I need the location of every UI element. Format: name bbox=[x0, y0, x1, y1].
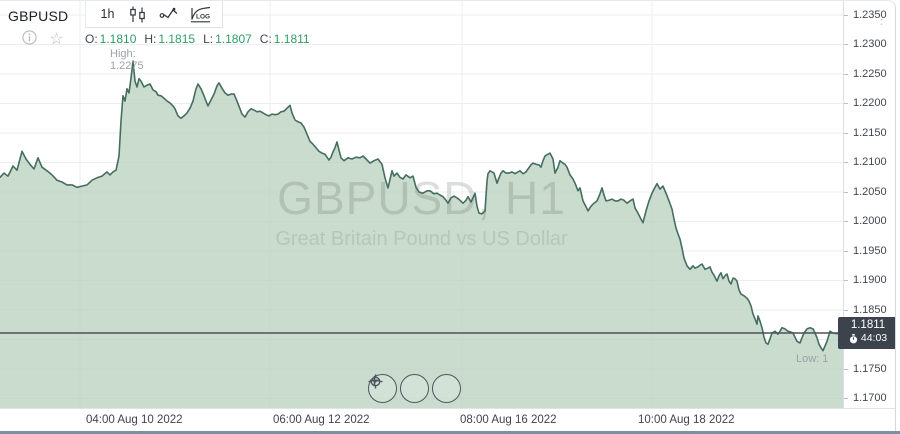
price-axis-label: 1.2350 bbox=[853, 8, 887, 21]
badge-price: 1.1811 bbox=[850, 319, 886, 331]
ohlc-value: 1.1810 bbox=[99, 32, 137, 46]
price-axis-tick bbox=[844, 132, 848, 134]
price-axis-tick bbox=[844, 221, 848, 222]
price-axis-label: 1.1950 bbox=[853, 244, 887, 257]
price-axis[interactable]: ⋮ 1.1811 44:03 1.2350 1.2300 1.2250 1.2200 1… bbox=[838, 1, 895, 408]
time-axis-label: 04:00 Aug 10 2022 bbox=[86, 414, 183, 426]
zoom-reset-button[interactable] bbox=[368, 374, 429, 403]
time-axis-label: 08:00 Aug 16 2022 bbox=[460, 414, 557, 426]
area-fill bbox=[0, 61, 843, 408]
price-axis-tick bbox=[844, 73, 848, 75]
price-axis-tick bbox=[844, 250, 848, 252]
chart-plot-area[interactable]: GBPUSD, H1 Great Britain Pound vs US Dol… bbox=[0, 1, 843, 408]
price-axis-label: 1.1900 bbox=[853, 274, 887, 286]
zoom-controls bbox=[368, 374, 461, 403]
price-axis-tick bbox=[844, 44, 848, 45]
ohlc-row: O: 1.1810 H: 1.1815 L: 1.1807 C: 1.1811 bbox=[85, 32, 310, 46]
price-axis-tick bbox=[844, 162, 848, 163]
badge-countdown: 44:03 bbox=[860, 332, 888, 344]
price-axis-label: 1.1850 bbox=[853, 303, 887, 316]
ohlc-label: O: bbox=[85, 32, 98, 46]
badge-countdown-row: 44:03 bbox=[838, 332, 895, 345]
price-axis-label: 1.2100 bbox=[853, 156, 887, 168]
plus-icon bbox=[370, 376, 379, 385]
log-scale-button[interactable]: LOG bbox=[189, 3, 213, 25]
price-axis-label: 1.2150 bbox=[853, 126, 887, 139]
log-scale-icon: LOG bbox=[191, 6, 210, 22]
candlestick-icon bbox=[130, 6, 145, 22]
zoom-in-button[interactable] bbox=[370, 374, 461, 403]
ohlc-value: 1.1807 bbox=[215, 32, 252, 46]
ohlc-label: C: bbox=[259, 32, 272, 46]
legend-icon-row: ☆ bbox=[22, 30, 65, 48]
price-axis-label: 1.2250 bbox=[853, 67, 887, 80]
price-axis-label: 1.2050 bbox=[853, 185, 887, 198]
svg-text:LOG: LOG bbox=[196, 13, 210, 20]
time-axis[interactable]: 04:00 Aug 10 2022 06:00 Aug 12 2022 08:00 … bbox=[0, 408, 895, 431]
price-axis-tick bbox=[844, 14, 848, 16]
ohlc-label: L: bbox=[203, 32, 214, 46]
timeframe-label: 1h bbox=[100, 7, 115, 21]
crosshair-target-icon bbox=[368, 374, 383, 389]
window-bottom-edge bbox=[0, 431, 900, 434]
session-high-label: High: 1.2275 bbox=[110, 48, 144, 72]
ohlc-label: H: bbox=[144, 32, 157, 46]
price-axis-tick bbox=[844, 368, 848, 370]
price-axis-tick bbox=[844, 398, 848, 399]
chart-toolbar: 1h L bbox=[85, 1, 223, 28]
price-axis-tick bbox=[844, 191, 848, 193]
stopwatch-icon bbox=[849, 333, 857, 343]
symbol-name[interactable]: GBPUSD bbox=[8, 8, 69, 24]
time-axis-label: 10:00 Aug 18 2022 bbox=[638, 414, 735, 426]
current-price-badge: 1.1811 44:03 bbox=[838, 317, 895, 349]
price-axis-label: 1.1700 bbox=[853, 392, 887, 404]
favorite-star-icon[interactable]: ☆ bbox=[49, 30, 64, 48]
price-series-line bbox=[0, 60, 843, 352]
info-icon[interactable] bbox=[22, 30, 39, 47]
price-axis-label: 1.1750 bbox=[853, 362, 887, 375]
session-low-label: Low: 1 bbox=[796, 353, 829, 365]
price-axis-tick bbox=[844, 103, 848, 104]
candlestick-style-button[interactable] bbox=[127, 3, 151, 25]
ohlc-value: 1.1811 bbox=[273, 32, 310, 46]
indicators-button[interactable] bbox=[158, 3, 182, 25]
price-axis-label: 1.2300 bbox=[853, 38, 887, 50]
ohlc-value: 1.1815 bbox=[158, 32, 196, 46]
line-chart-icon bbox=[159, 7, 178, 18]
price-axis-label: 1.2000 bbox=[853, 215, 887, 227]
price-axis-tick bbox=[844, 280, 848, 281]
more-options-icon[interactable]: ⋮ bbox=[875, 12, 888, 27]
price-axis-tick bbox=[844, 309, 848, 311]
price-axis-label: 1.2200 bbox=[853, 97, 887, 109]
timeframe-button[interactable]: 1h bbox=[96, 3, 120, 25]
time-axis-label: 06:00 Aug 12 2022 bbox=[273, 414, 370, 426]
